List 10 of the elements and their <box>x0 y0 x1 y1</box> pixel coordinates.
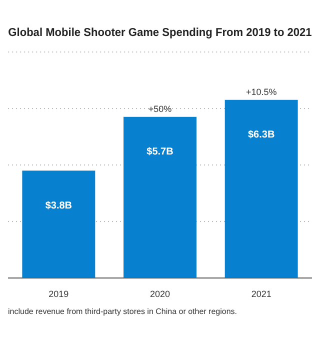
annotation: +50% <box>148 104 172 114</box>
chart-title: Global Mobile Shooter Game Spending From 2019 to 2021 <box>8 26 312 40</box>
x-tick-label: 2020 <box>150 289 170 300</box>
text: include revenue from third-party stores in China or other regions. <box>8 307 238 316</box>
annotation: +10.5% <box>246 86 277 97</box>
x-tick-label: 2019 <box>48 289 69 300</box>
x-tick-label: 2021 <box>251 289 272 300</box>
data-label: $5.7B <box>146 146 174 158</box>
data-label: $6.3B <box>248 130 275 141</box>
data-label: $3.8B <box>45 200 72 212</box>
